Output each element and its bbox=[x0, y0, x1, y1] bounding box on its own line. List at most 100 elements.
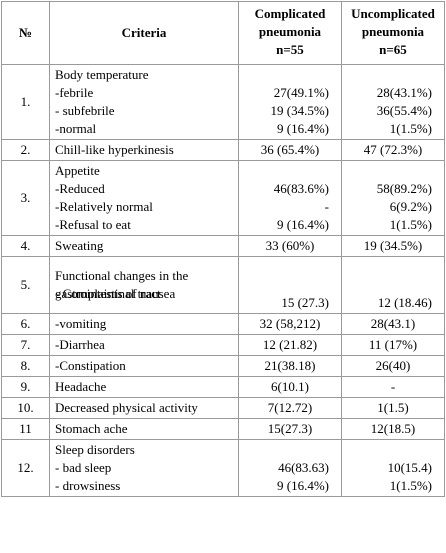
value-cell: 36(55.4%) bbox=[376, 103, 432, 118]
complicated-values: 27(49.1%) 19 (34.5%) 9 (16.4%) bbox=[238, 64, 342, 140]
uncomplicated-values: 26(40) bbox=[341, 355, 445, 377]
uncomplicated-values: 1(1.5) bbox=[341, 397, 445, 419]
value-cell: 1(1.5) bbox=[377, 400, 409, 415]
criteria-item: -Relatively normal bbox=[55, 199, 153, 214]
spacer bbox=[346, 258, 432, 276]
row-number: 1. bbox=[1, 64, 50, 140]
row-criteria: Body temperature -febrile - subfebrile -nor… bbox=[49, 64, 239, 140]
uncomplicated-values: 47 (72.3%) bbox=[341, 139, 445, 161]
uncomplicated-values: 28(43.1%) 36(55.4%) 1(1.5%) bbox=[341, 64, 445, 140]
uncomplicated-values: 58(89.2%) 6(9.2%) 1(1.5%) bbox=[341, 160, 445, 236]
row-number: 6. bbox=[1, 313, 50, 335]
row-criteria: Headache bbox=[49, 376, 239, 398]
spacer bbox=[243, 162, 329, 180]
table-row: 5. Functional changes in the gastrointest… bbox=[1, 256, 445, 314]
criteria-title: Sleep disorders bbox=[55, 442, 135, 457]
complicated-values: 32 (58,212) bbox=[238, 313, 342, 335]
complicated-values: 12 (21.82) bbox=[238, 334, 342, 356]
value-cell: 27(49.1%) bbox=[273, 85, 329, 100]
value-cell: 6(9.2%) bbox=[389, 199, 432, 214]
value-cell: 28(43.1) bbox=[370, 316, 416, 331]
value-cell: 32 (58,212) bbox=[259, 316, 321, 331]
row-number: 12. bbox=[1, 439, 50, 497]
criteria-item: -Constipation bbox=[55, 358, 126, 373]
value-cell: 46(83.63) bbox=[278, 460, 329, 475]
spacer bbox=[346, 441, 432, 459]
row-criteria: Decreased physical activity bbox=[49, 397, 239, 419]
value-cell: 46(83.6%) bbox=[273, 181, 329, 196]
row-criteria: Stomach ache bbox=[49, 418, 239, 440]
table-row: 9. Headache 6(10.1) - bbox=[1, 376, 445, 398]
criteria-item: - subfebrile bbox=[55, 103, 115, 118]
row-number: 10. bbox=[1, 397, 50, 419]
row-criteria: -Constipation bbox=[49, 355, 239, 377]
complicated-values: 46(83.6%) - 9 (16.4%) bbox=[238, 160, 342, 236]
value-cell: 36 (65.4%) bbox=[260, 142, 320, 157]
uncomplicated-values: 28(43.1) bbox=[341, 313, 445, 335]
complicated-values: 6(10.1) bbox=[238, 376, 342, 398]
criteria-item: - Complaints of nausea bbox=[55, 286, 176, 301]
value-cell: 9 (16.4%) bbox=[277, 217, 329, 232]
criteria-item: Chill-like hyperkinesis bbox=[55, 142, 174, 157]
header-criteria: Criteria bbox=[49, 1, 239, 65]
complicated-values: 15 (27.3) bbox=[238, 256, 342, 314]
row-number: 3. bbox=[1, 160, 50, 236]
criteria-item: -febrile bbox=[55, 85, 94, 100]
value-cell: 21(38.18) bbox=[264, 358, 316, 373]
complicated-values: 33 (60%) bbox=[238, 235, 342, 257]
table-row: 12. Sleep disorders - bad sleep - drowsines… bbox=[1, 439, 445, 497]
value-cell: 12 (18.46) bbox=[377, 295, 432, 310]
value-cell: 7(12.72) bbox=[267, 400, 313, 415]
spacer bbox=[346, 162, 432, 180]
value-cell: 19 (34.5%) bbox=[270, 103, 330, 118]
row-criteria: -Diarrhea bbox=[49, 334, 239, 356]
value-cell: 15(27.3) bbox=[267, 421, 313, 436]
spacer bbox=[346, 276, 432, 294]
row-criteria: Functional changes in the gastrointestin… bbox=[49, 256, 239, 314]
table-row: 6. -vomiting 32 (58,212) 28(43.1) bbox=[1, 313, 445, 335]
value-cell: 47 (72.3%) bbox=[363, 142, 423, 157]
criteria-item: -Reduced bbox=[55, 181, 105, 196]
row-number: 11 bbox=[1, 418, 50, 440]
spacer bbox=[243, 66, 329, 84]
value-cell: 19 (34.5%) bbox=[363, 238, 423, 253]
header-row: № Criteria Complicated pneumonia n=55 Un… bbox=[1, 1, 445, 65]
criteria-item: Decreased physical activity bbox=[55, 400, 198, 415]
row-criteria: Chill-like hyperkinesis bbox=[49, 139, 239, 161]
value-cell: 9 (16.4%) bbox=[277, 478, 329, 493]
complicated-values: 21(38.18) bbox=[238, 355, 342, 377]
criteria-title: Appetite bbox=[55, 163, 100, 178]
value-cell: - bbox=[324, 199, 329, 214]
criteria-item: Headache bbox=[55, 379, 107, 394]
row-criteria: -vomiting bbox=[49, 313, 239, 335]
value-cell: 1(1.5%) bbox=[389, 217, 432, 232]
uncomplicated-values: 19 (34.5%) bbox=[341, 235, 445, 257]
value-cell: 26(40) bbox=[375, 358, 411, 373]
table-row: 1. Body temperature -febrile - subfebrile -n… bbox=[1, 64, 445, 140]
table-row: 2. Chill-like hyperkinesis 36 (65.4%) 47 (7… bbox=[1, 139, 445, 161]
table-row: 11 Stomach ache 15(27.3) 12(18.5) bbox=[1, 418, 445, 440]
criteria-title: Body temperature bbox=[55, 67, 149, 82]
table-row: 3. Appetite -Reduced -Relatively normal -Ref… bbox=[1, 160, 445, 236]
value-cell: 1(1.5%) bbox=[389, 478, 432, 493]
row-number: 8. bbox=[1, 355, 50, 377]
criteria-item: -Refusal to eat bbox=[55, 217, 131, 232]
value-cell: 28(43.1%) bbox=[376, 85, 432, 100]
criteria-title: Functional changes in the gastrointestin… bbox=[55, 268, 189, 301]
row-criteria: Appetite -Reduced -Relatively normal -Refus… bbox=[49, 160, 239, 236]
value-cell: 11 (17%) bbox=[368, 337, 418, 352]
header-complicated: Complicated pneumonia n=55 bbox=[238, 1, 342, 65]
uncomplicated-values: 12(18.5) bbox=[341, 418, 445, 440]
row-number: 7. bbox=[1, 334, 50, 356]
spacer bbox=[243, 258, 329, 276]
complicated-values: 7(12.72) bbox=[238, 397, 342, 419]
row-number: 2. bbox=[1, 139, 50, 161]
criteria-item: -Diarrhea bbox=[55, 337, 105, 352]
spacer bbox=[243, 441, 329, 459]
criteria-item: -vomiting bbox=[55, 316, 107, 331]
spacer bbox=[243, 276, 329, 294]
criteria-item: - bad sleep bbox=[55, 460, 112, 475]
complicated-values: 15(27.3) bbox=[238, 418, 342, 440]
value-cell: 58(89.2%) bbox=[376, 181, 432, 196]
uncomplicated-values: 11 (17%) bbox=[341, 334, 445, 356]
